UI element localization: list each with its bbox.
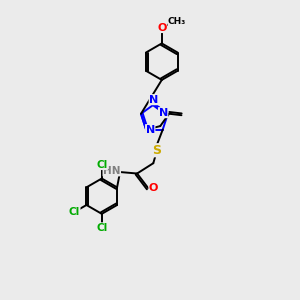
Text: N: N (158, 108, 168, 118)
Text: O: O (157, 22, 167, 32)
Text: S: S (152, 144, 161, 157)
Text: CH₃: CH₃ (168, 17, 186, 26)
Text: Cl: Cl (96, 160, 107, 170)
Text: Cl: Cl (96, 223, 107, 233)
Text: HN: HN (103, 166, 121, 176)
Text: O: O (149, 183, 158, 193)
Text: N: N (146, 124, 155, 135)
Text: Cl: Cl (69, 207, 80, 217)
Text: N: N (149, 94, 158, 105)
